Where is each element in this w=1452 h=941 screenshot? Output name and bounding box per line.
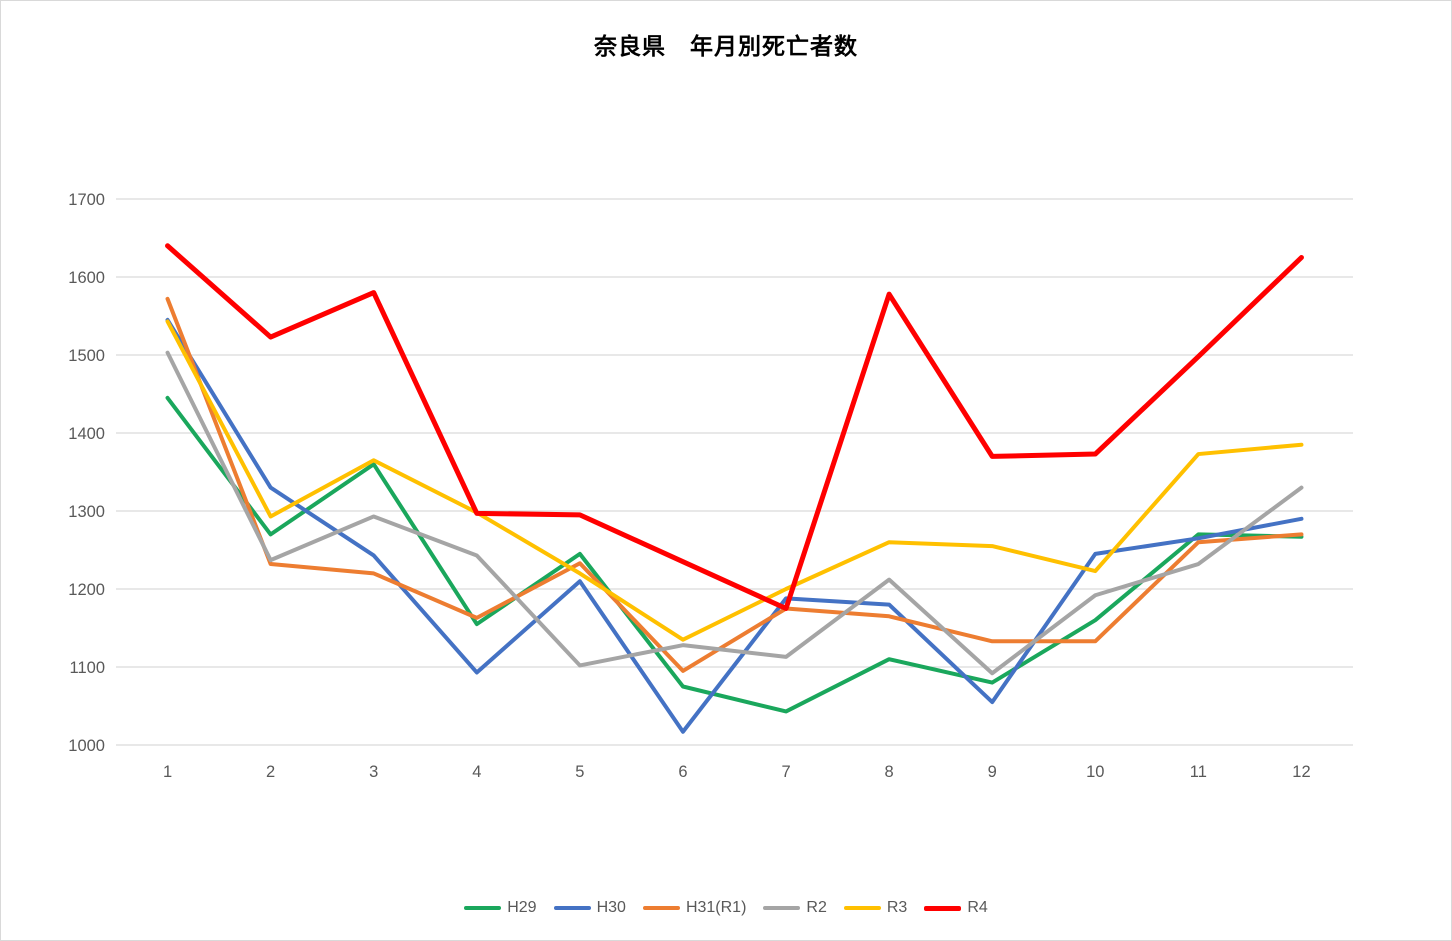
- x-axis-tick-label: 6: [678, 763, 687, 781]
- legend-swatch: [924, 905, 962, 911]
- legend-item-R2: R2: [763, 899, 827, 917]
- legend-label: R4: [967, 899, 988, 916]
- x-axis-tick-label: 2: [266, 763, 275, 781]
- y-axis-tick-label: 1200: [68, 581, 105, 599]
- x-axis-tick-label: 3: [369, 763, 378, 781]
- y-axis-tick-label: 1100: [70, 659, 105, 677]
- x-axis-tick-label: 11: [1190, 763, 1207, 781]
- series-line-H31(R1): [165, 296, 1304, 673]
- series-line-R2: [165, 350, 1304, 676]
- legend: H29 H30 H31(R1) R2 R3 R4: [1, 899, 1451, 917]
- legend-swatch: [843, 906, 881, 910]
- series-line-H30: [165, 317, 1304, 734]
- x-axis-tick-label: 4: [472, 763, 481, 781]
- y-axis-tick-label: 1600: [68, 269, 105, 287]
- x-axis-tick-label: 7: [781, 763, 790, 781]
- x-axis-tick-label: 8: [885, 763, 894, 781]
- legend-swatch: [642, 906, 680, 910]
- legend-item-R4: R4: [924, 899, 988, 917]
- legend-item-H30: H30: [553, 899, 626, 917]
- legend-label: H29: [507, 899, 537, 916]
- series-line-R3: [165, 319, 1304, 642]
- x-axis-tick-label: 9: [988, 763, 997, 781]
- y-axis-tick-label: 1300: [68, 503, 105, 521]
- series-line-R4: [165, 243, 1304, 611]
- legend-item-H31(R1): H31(R1): [642, 899, 747, 917]
- legend-label: R2: [806, 899, 827, 916]
- y-axis-tick-label: 1400: [68, 425, 105, 443]
- y-axis-tick-label: 1500: [68, 347, 105, 365]
- legend-swatch: [464, 906, 502, 910]
- x-axis-tick-label: 10: [1086, 763, 1104, 781]
- series-line-H29: [165, 395, 1304, 714]
- legend-item-R3: R3: [843, 899, 908, 917]
- chart-title: 奈良県 年月別死亡者数: [594, 33, 858, 59]
- x-axis-tick-label: 12: [1292, 763, 1310, 781]
- legend-swatch: [763, 906, 801, 910]
- x-axis-tick-label: 5: [575, 763, 584, 781]
- y-axis-tick-label: 1000: [68, 737, 105, 755]
- legend-label: H30: [596, 899, 626, 916]
- legend-label: H31(R1): [685, 899, 747, 916]
- x-axis-tick-label: 1: [163, 763, 172, 781]
- y-axis-tick-label: 1700: [68, 191, 105, 209]
- legend-item-H29: H29: [464, 899, 537, 917]
- legend-label: R3: [886, 899, 908, 916]
- legend-swatch: [553, 906, 591, 910]
